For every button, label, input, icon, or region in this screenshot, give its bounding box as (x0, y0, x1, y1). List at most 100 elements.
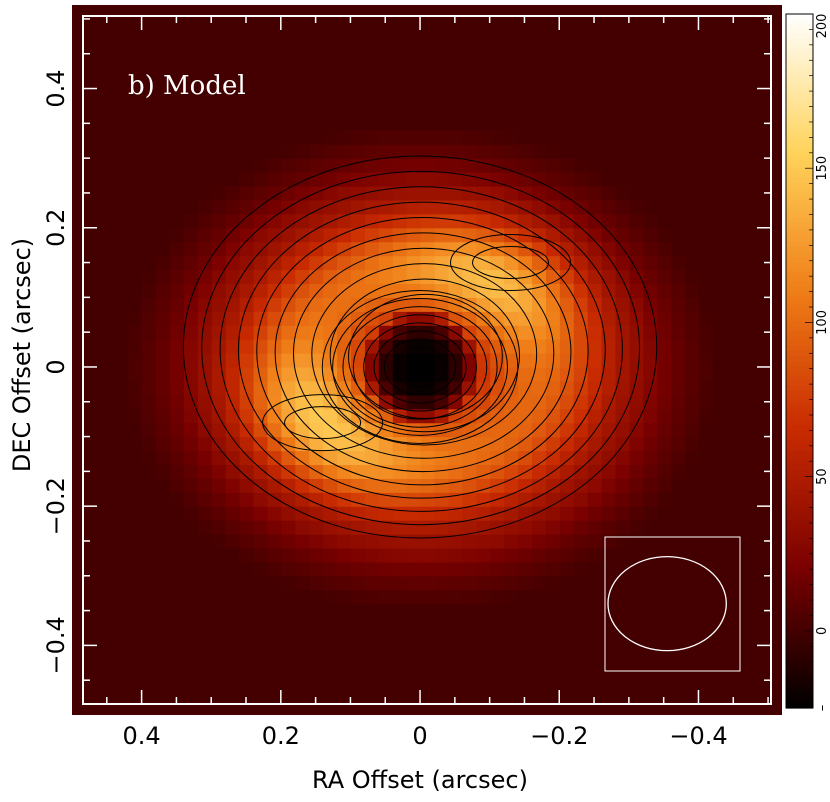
pixel (559, 506, 574, 521)
pixel (406, 325, 421, 340)
pixel (350, 172, 365, 187)
pixel (406, 255, 421, 271)
pixel (642, 422, 658, 438)
pixel (197, 283, 212, 298)
pixel (183, 325, 198, 340)
pixel (433, 269, 449, 285)
pixel (266, 492, 282, 507)
pixel (364, 561, 379, 577)
contour-line (329, 278, 521, 433)
colorbar-segment (786, 346, 813, 352)
pixel (461, 575, 477, 591)
pixel (350, 227, 365, 243)
pixel (517, 520, 533, 535)
pixel (280, 172, 296, 187)
pixel (517, 534, 533, 549)
pixel (503, 172, 519, 187)
pixel (628, 213, 644, 229)
pixel (475, 199, 491, 215)
pixel (517, 241, 533, 257)
colorbar-segment (786, 633, 813, 640)
pixel (545, 408, 560, 424)
pixel (225, 213, 240, 229)
pixel (614, 325, 630, 340)
pixel (252, 492, 268, 507)
pixel (670, 339, 686, 354)
pixel (336, 478, 352, 493)
pixel (628, 199, 644, 215)
pixel (420, 366, 435, 382)
colorbar-segment (786, 53, 813, 60)
pixel (406, 213, 421, 229)
pixel (614, 227, 630, 243)
contour-line (332, 298, 508, 436)
colorbar-segment (786, 108, 813, 114)
x-tick-label: 0.4 (123, 722, 161, 750)
pixel (670, 283, 686, 298)
pixel (378, 547, 393, 563)
pixel (684, 325, 700, 340)
pixel (169, 394, 184, 410)
colorbar-segment (786, 494, 813, 501)
pixel (155, 269, 171, 285)
colorbar-segment (786, 653, 813, 660)
pixel (211, 464, 226, 479)
pixel (447, 213, 463, 229)
pixel (531, 158, 546, 173)
pixel (183, 492, 198, 507)
pixel (628, 283, 644, 298)
pixel (433, 520, 449, 535)
pixel (642, 241, 658, 257)
pixel (545, 283, 560, 298)
pixel (559, 269, 574, 285)
colorbar-label: 200 (815, 14, 830, 39)
colorbar-segment (786, 425, 813, 431)
pixel (336, 199, 352, 215)
pixel (406, 506, 421, 521)
colorbar-label: – (815, 705, 830, 712)
pixel (614, 255, 630, 271)
pixel (698, 325, 713, 340)
colorbar-segment (786, 579, 813, 585)
pixel (503, 408, 519, 424)
pixel (266, 450, 282, 466)
pixel (266, 561, 282, 577)
colorbar-segment (786, 356, 813, 362)
pixel (461, 172, 477, 187)
pixel (364, 436, 379, 452)
pixel (656, 422, 672, 438)
colorbar-segment (786, 460, 813, 466)
colorbar-segment (786, 470, 813, 476)
pixel (169, 283, 184, 298)
pixel (336, 241, 352, 257)
pixel (433, 408, 449, 424)
pixel (642, 255, 658, 271)
pixel (211, 311, 226, 326)
pixel (447, 199, 463, 215)
y-tick-label: −0.2 (42, 477, 70, 535)
pixel (406, 436, 421, 452)
pixel (420, 255, 435, 271)
pixel (392, 534, 407, 549)
colorbar-segment (786, 361, 813, 367)
pixel (364, 185, 379, 201)
pixel (559, 366, 574, 382)
pixel (475, 130, 491, 145)
pixel (183, 241, 198, 257)
pixel (239, 311, 254, 326)
pixel (392, 199, 407, 215)
pixel (294, 283, 310, 298)
pixel (252, 520, 268, 535)
colorbar-segment (786, 554, 813, 560)
pixel (197, 255, 212, 271)
colorbar-segment (786, 207, 813, 213)
contour-line (348, 293, 503, 419)
pixel (587, 436, 602, 452)
pixel (280, 255, 296, 271)
pixel (266, 172, 282, 187)
pixel (503, 478, 519, 493)
pixel (545, 547, 560, 563)
pixel (601, 506, 616, 521)
contour-line (472, 246, 550, 280)
pixel (503, 185, 519, 201)
